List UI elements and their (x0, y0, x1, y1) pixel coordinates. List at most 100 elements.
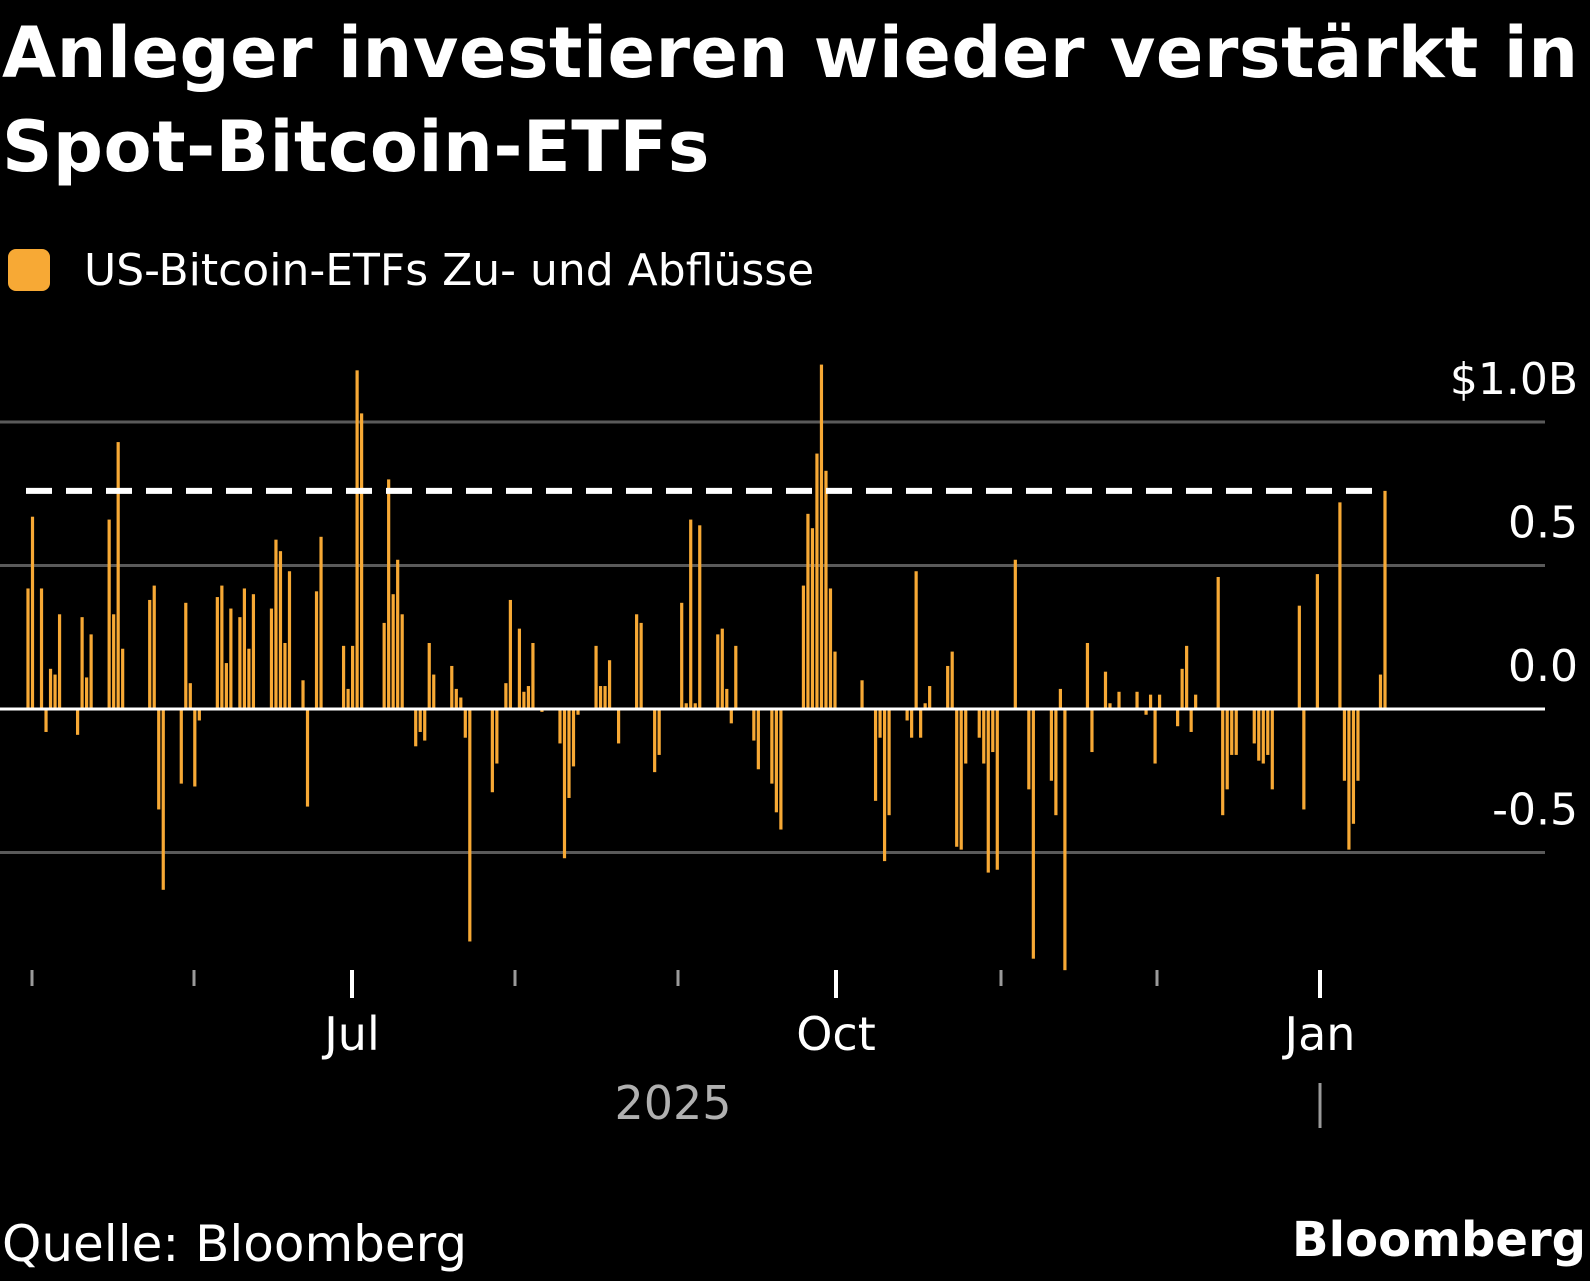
data-bar (752, 709, 756, 741)
data-bar (815, 453, 819, 709)
legend-label: US-Bitcoin-ETFs Zu- und Abflüsse (84, 244, 815, 296)
data-bar (729, 709, 733, 724)
data-bar (161, 709, 165, 890)
data-bar (558, 709, 562, 744)
data-bar (779, 709, 783, 830)
data-bar (1176, 709, 1180, 727)
data-bar (1049, 709, 1053, 781)
data-bar (517, 628, 522, 709)
data-bar (653, 709, 657, 773)
data-bar (414, 709, 418, 747)
data-bar (85, 677, 89, 709)
data-bar (1342, 709, 1347, 781)
data-bar (1108, 703, 1112, 709)
data-bar (639, 622, 643, 709)
data-bar (39, 588, 44, 709)
data-bar (242, 588, 246, 709)
x-tick-label: Jan (1282, 1007, 1356, 1061)
data-bar (1257, 709, 1261, 761)
data-bar (1135, 691, 1139, 709)
data-bar (1027, 709, 1031, 790)
data-bar (571, 709, 576, 767)
data-bar (887, 709, 891, 816)
data-bar (1270, 709, 1274, 790)
data-bar (57, 614, 62, 709)
data-bar (693, 703, 697, 709)
data-bar (1063, 709, 1067, 971)
data-bar (269, 608, 274, 709)
data-bar (720, 628, 724, 709)
data-bar (1302, 709, 1306, 810)
data-bar (1031, 709, 1035, 959)
data-bar (495, 709, 499, 764)
y-tick-label: 0.5 (1508, 498, 1578, 549)
data-bar (1225, 709, 1229, 790)
data-bar (1297, 605, 1301, 709)
data-bar (48, 668, 53, 709)
data-bar (157, 709, 161, 810)
x-axis: Jul Oct Jan 2025 (30, 970, 1356, 1130)
data-bar (1378, 674, 1383, 709)
data-bar (1180, 668, 1184, 709)
data-bar (734, 645, 738, 709)
data-bar (454, 688, 458, 709)
data-bar (283, 642, 287, 709)
data-bar (1185, 645, 1189, 709)
data-bar (806, 513, 810, 709)
data-bar (1148, 694, 1153, 709)
data-bar (928, 686, 932, 709)
data-bar (526, 686, 531, 709)
data-bar (774, 709, 778, 813)
data-bar (959, 709, 963, 850)
data-bar (26, 588, 30, 709)
year-label: 2025 (614, 1076, 731, 1130)
data-bar (1085, 642, 1090, 709)
data-bar (463, 709, 467, 738)
data-bar (112, 614, 116, 709)
legend-swatch (8, 249, 50, 291)
data-bar (725, 688, 729, 709)
data-bar (986, 709, 990, 873)
data-bar (468, 709, 472, 942)
data-bar (400, 614, 404, 709)
legend: US-Bitcoin-ETFs Zu- und Abflüsse (8, 242, 814, 298)
data-bar (107, 519, 111, 709)
data-bar (220, 585, 224, 709)
data-bar (873, 709, 878, 801)
data-bar (684, 703, 688, 709)
data-bar (423, 709, 427, 741)
data-bar (1054, 709, 1058, 816)
data-bar (247, 648, 251, 709)
grid-lines (0, 420, 1545, 854)
y-tick-label: 0.0 (1508, 641, 1578, 692)
data-bar (860, 680, 864, 709)
source-note: Quelle: Bloomberg (2, 1215, 468, 1273)
data-bar (824, 470, 828, 709)
data-bar (30, 516, 35, 709)
data-bar (910, 709, 914, 738)
data-bar (44, 709, 48, 732)
data-bar (1189, 709, 1193, 732)
x-tick-label: Jul (321, 1007, 380, 1061)
data-bar (1216, 576, 1220, 709)
data-bar (598, 686, 603, 709)
data-bar (882, 709, 887, 862)
data-bar (1261, 709, 1265, 764)
data-bar (698, 525, 702, 709)
data-bar (278, 551, 283, 709)
data-bar (1153, 709, 1157, 764)
data-bar (1117, 691, 1121, 709)
data-bar (756, 709, 760, 770)
data-bar (229, 608, 233, 709)
data-bar (274, 539, 278, 709)
data-bar (680, 602, 684, 709)
data-bar (982, 709, 986, 764)
data-bar (522, 691, 526, 709)
data-bar (1338, 502, 1342, 709)
data-bar (351, 645, 355, 709)
data-bar (121, 648, 125, 709)
data-bar (955, 709, 959, 847)
data-bar (833, 651, 837, 709)
data-bar (355, 370, 359, 709)
data-bar (562, 709, 567, 859)
